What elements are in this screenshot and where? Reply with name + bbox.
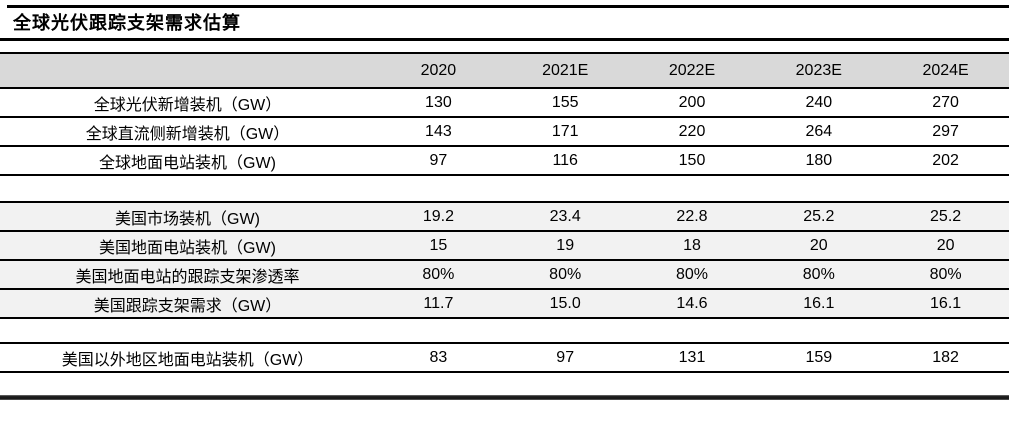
cell-value: 19	[556, 236, 575, 254]
cell-value: 159	[805, 348, 833, 366]
header-year-2022e: 2022E	[668, 61, 716, 79]
header-year-2021e: 2021E	[542, 61, 589, 79]
cell-value: 80%	[675, 265, 708, 283]
cell-value: 220	[678, 122, 706, 140]
cell-value: 20	[936, 236, 955, 254]
cell-value: 97	[556, 348, 575, 366]
row-label: 全球光伏新增装机（GW）	[93, 96, 282, 114]
cell-value: 150	[678, 151, 706, 169]
cell-value: 22.8	[676, 207, 708, 225]
cell-value: 80%	[929, 265, 962, 283]
row-label: 美国以外地区地面电站装机（GW）	[61, 351, 314, 369]
cell-value: 80%	[549, 265, 582, 283]
cell-value: 130	[425, 93, 452, 111]
table-row-global-dc-side-installs: 全球直流侧新增装机（GW） 143 171 220 264 297	[0, 117, 1009, 146]
title-top-rule	[7, 5, 1009, 8]
bottom-gap	[0, 373, 1009, 395]
page-title: 全球光伏跟踪支架需求估算	[13, 13, 241, 33]
header-label-spacer	[0, 53, 375, 88]
table-row-us-market-installs: 美国市场装机（GW) 19.2 23.4 22.8 25.2 25.2	[0, 202, 1009, 231]
cell-value: 16.1	[930, 294, 962, 312]
header-year-2024e: 2024E	[922, 61, 969, 79]
header-year-2020: 2020	[420, 61, 457, 79]
cell-value: 143	[425, 122, 452, 140]
row-label: 全球直流侧新增装机（GW）	[85, 125, 290, 143]
cell-value: 264	[805, 122, 833, 140]
row-label: 美国跟踪支架需求（GW）	[93, 297, 282, 315]
cell-value: 11.7	[423, 294, 454, 312]
row-label: 美国地面电站装机（GW)	[99, 239, 276, 257]
cell-value: 182	[932, 348, 959, 366]
cell-value: 200	[678, 93, 706, 111]
cell-value: 25.2	[930, 207, 962, 225]
cell-value: 23.4	[549, 207, 581, 225]
table-header-row: 2020 2021E 2022E 2023E 2024E	[0, 53, 1009, 88]
cell-value: 297	[932, 122, 959, 140]
table-row-global-utility-installs: 全球地面电站装机（GW) 97 116 150 180 202	[0, 146, 1009, 175]
cell-value: 14.6	[676, 294, 708, 312]
cell-value: 171	[551, 122, 579, 140]
cell-value: 20	[809, 236, 828, 254]
cell-value: 15.0	[549, 294, 581, 312]
header-year-2023e: 2023E	[795, 61, 842, 79]
cell-value: 202	[932, 151, 959, 169]
cell-value: 19.2	[422, 207, 454, 225]
cell-value: 80%	[802, 265, 835, 283]
cell-value: 80%	[422, 265, 455, 283]
cell-value: 15	[429, 236, 448, 254]
cell-value: 240	[805, 93, 833, 111]
row-label: 美国地面电站的跟踪支架渗透率	[75, 268, 300, 286]
cell-value: 180	[805, 151, 833, 169]
cell-value: 155	[551, 93, 579, 111]
table-row-global-pv-new-installs: 全球光伏新增装机（GW） 130 155 200 240 270	[0, 88, 1009, 117]
cell-value: 270	[932, 93, 959, 111]
table-row-us-tracker-penetration: 美国地面电站的跟踪支架渗透率 80% 80% 80% 80% 80%	[0, 260, 1009, 289]
row-label: 全球地面电站装机（GW)	[99, 154, 276, 172]
cell-value: 16.1	[803, 294, 835, 312]
table-row-ex-us-utility-installs: 美国以外地区地面电站装机（GW） 83 97 131 159 182	[0, 343, 1009, 372]
cell-value: 97	[429, 151, 448, 169]
row-label: 美国市场装机（GW)	[115, 210, 260, 228]
demand-estimate-table: 2020 2021E 2022E 2023E 2024E 全球光伏新增装机（GW…	[0, 52, 1009, 373]
cell-value: 83	[429, 348, 448, 366]
section-spacer	[0, 318, 1009, 343]
cell-value: 25.2	[803, 207, 835, 225]
cell-value: 18	[683, 236, 701, 254]
table-bottom-rule	[0, 395, 1009, 400]
title-underline	[0, 38, 1009, 41]
cell-value: 131	[678, 348, 706, 366]
table-row-us-utility-installs: 美国地面电站装机（GW) 15 19 18 20 20	[0, 231, 1009, 260]
section-spacer	[0, 175, 1009, 202]
cell-value: 116	[552, 151, 578, 169]
table-row-us-tracker-demand: 美国跟踪支架需求（GW） 11.7 15.0 14.6 16.1 16.1	[0, 289, 1009, 318]
